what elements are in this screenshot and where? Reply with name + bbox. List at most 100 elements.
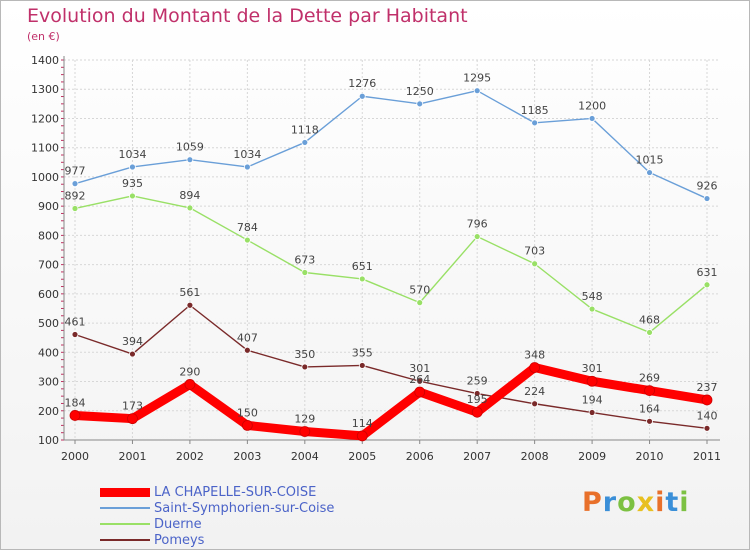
y-tick-label: 100	[38, 434, 59, 447]
data-point	[703, 424, 711, 432]
data-point	[646, 329, 653, 336]
data-label: 1118	[291, 123, 319, 136]
data-point	[129, 163, 136, 171]
data-label: 237	[697, 381, 718, 394]
data-point	[473, 87, 481, 95]
x-tick-label: 2001	[118, 450, 146, 463]
data-point	[586, 375, 598, 387]
legend-item-saint-symphorien: Saint-Symphorien-sur-Coise	[100, 500, 334, 516]
data-point	[473, 390, 481, 397]
data-point	[69, 410, 81, 421]
data-label: 164	[639, 402, 660, 415]
data-point	[588, 115, 596, 122]
y-tick-label: 500	[38, 317, 59, 330]
data-point	[703, 195, 711, 202]
data-label: 407	[237, 331, 258, 344]
data-point	[301, 363, 309, 371]
data-point	[71, 180, 79, 188]
data-label: 977	[65, 165, 86, 178]
y-tick-label: 1000	[31, 171, 59, 184]
data-point	[243, 346, 251, 354]
x-tick-label: 2002	[176, 450, 204, 463]
data-point	[531, 400, 539, 408]
data-point	[358, 275, 366, 283]
data-point	[703, 281, 711, 289]
data-label: 894	[179, 189, 200, 202]
y-tick-label: 700	[38, 259, 59, 272]
data-label: 548	[582, 290, 603, 303]
data-label: 570	[409, 284, 430, 297]
data-label: 140	[697, 409, 718, 422]
brand-letter: P	[582, 487, 603, 518]
x-tick-label: 2009	[578, 450, 606, 463]
data-point	[186, 301, 194, 309]
data-label: 259	[467, 375, 488, 388]
x-tick-label: 2006	[406, 450, 434, 463]
legend-label: Duerne	[154, 516, 202, 532]
data-point	[414, 386, 426, 398]
data-label: 1034	[118, 148, 146, 161]
legend-swatch	[100, 487, 150, 497]
data-label: 1185	[521, 104, 549, 117]
data-label: 1059	[176, 141, 204, 154]
data-label: 301	[409, 362, 430, 375]
brand-letter: r	[602, 487, 618, 518]
data-point	[71, 205, 79, 212]
data-label: 150	[237, 406, 258, 419]
unit-label: (en €)	[27, 30, 60, 43]
data-label: 1034	[233, 148, 261, 161]
data-label: 301	[582, 362, 603, 375]
y-tick-label: 1100	[31, 142, 59, 155]
data-point	[529, 362, 541, 373]
data-label: 673	[294, 254, 315, 267]
data-point	[358, 92, 366, 100]
data-point	[646, 417, 653, 425]
data-point	[243, 236, 251, 244]
x-tick-label: 2010	[636, 450, 664, 463]
data-label: 114	[352, 417, 373, 430]
data-point	[416, 100, 424, 108]
legend-swatch	[100, 539, 150, 541]
data-label: 269	[639, 372, 660, 385]
brand-letter: i	[679, 487, 690, 518]
data-label: 194	[582, 394, 603, 407]
data-label: 173	[122, 400, 143, 413]
data-point	[243, 163, 251, 171]
data-point	[588, 409, 596, 416]
data-point	[471, 406, 483, 418]
legend-swatch	[100, 523, 150, 525]
data-label: 355	[352, 346, 373, 359]
data-label: 1250	[406, 85, 434, 98]
data-label: 461	[65, 315, 86, 328]
data-label: 651	[352, 260, 373, 273]
legend-label: Saint-Symphorien-sur-Coise	[154, 500, 335, 516]
brand-letter: o	[617, 487, 637, 518]
legend-item-la-chapelle: LA CHAPELLE-SUR-COISE	[100, 484, 334, 500]
data-point	[356, 430, 368, 442]
data-label: 892	[65, 189, 86, 202]
data-label: 468	[639, 313, 660, 326]
legend-item-pomeys: Pomeys	[100, 532, 334, 548]
data-point	[129, 350, 136, 358]
y-tick-label: 600	[38, 288, 59, 301]
data-point	[701, 394, 713, 406]
data-label: 784	[237, 221, 258, 234]
data-point	[301, 269, 309, 276]
y-tick-label: 800	[38, 229, 59, 242]
data-label: 129	[294, 413, 315, 426]
data-label: 1276	[348, 77, 376, 90]
data-point	[186, 204, 194, 212]
legend-item-duerne: Duerne	[100, 516, 334, 532]
data-label: 224	[524, 385, 545, 398]
brand-logo: Proxiti	[582, 487, 690, 518]
data-label: 264	[409, 373, 430, 386]
data-point	[127, 413, 138, 425]
legend: LA CHAPELLE-SUR-COISE Saint-Symphorien-s…	[100, 484, 334, 548]
data-point	[241, 419, 253, 431]
data-point	[473, 233, 481, 240]
data-label: 1200	[578, 99, 606, 112]
data-point	[358, 362, 366, 369]
data-point	[646, 169, 653, 176]
x-tick-label: 2011	[693, 450, 721, 463]
